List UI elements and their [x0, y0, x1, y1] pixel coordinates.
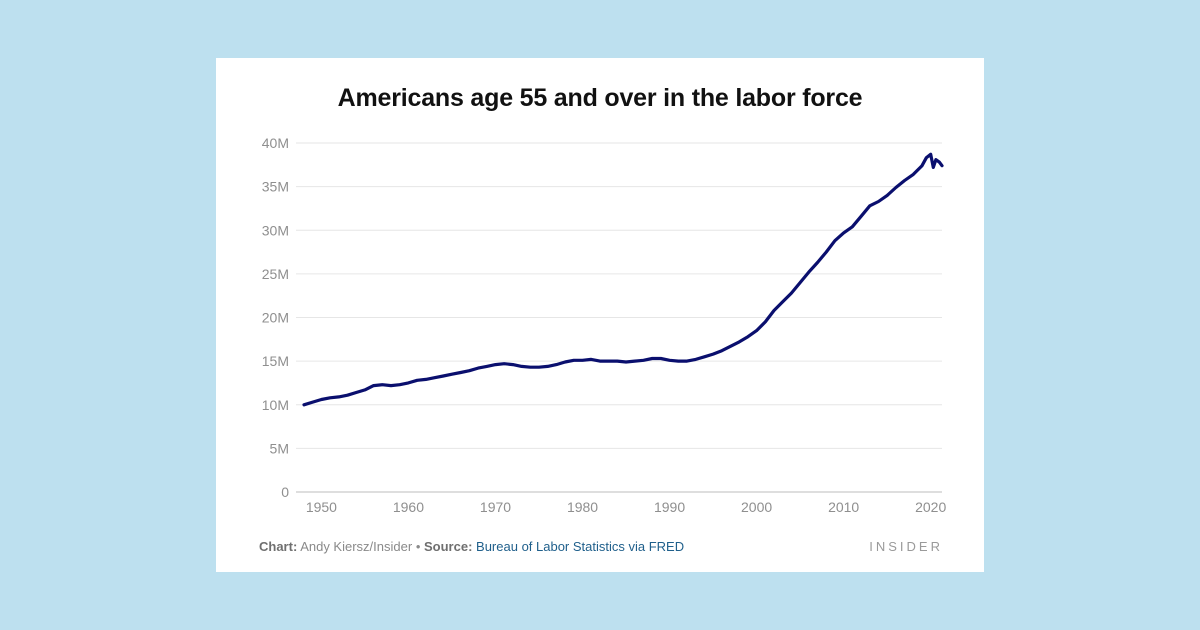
y-tick-label: 15M: [262, 353, 289, 369]
x-tick-label: 2000: [741, 499, 772, 515]
x-tick-label: 2020: [915, 499, 946, 515]
insider-logo: INSIDER: [869, 539, 943, 554]
y-tick-label: 0: [281, 484, 289, 500]
x-tick-label: 1960: [393, 499, 424, 515]
x-tick-label: 1970: [480, 499, 511, 515]
chart-label: Chart:: [259, 539, 298, 554]
y-tick-labels: 0 5M 10M 15M 20M 25M 30M 35M 40M: [262, 135, 289, 500]
y-tick-label: 40M: [262, 135, 289, 151]
gridlines: [296, 142, 942, 449]
chart-card: Americans age 55 and over in the labor f…: [216, 58, 984, 572]
y-tick-label: 5M: [270, 440, 289, 456]
x-tick-label: 2010: [828, 499, 859, 515]
chart-title: Americans age 55 and over in the labor f…: [337, 84, 863, 112]
x-tick-label: 1950: [306, 499, 337, 515]
y-tick-label: 35M: [262, 179, 289, 195]
y-tick-label: 20M: [262, 310, 289, 326]
y-tick-label: 25M: [262, 266, 289, 282]
x-tick-label: 1980: [567, 499, 598, 515]
credit-bullet: •: [415, 539, 421, 554]
y-tick-label: 10M: [262, 397, 289, 413]
series-line: [302, 152, 944, 407]
chart-credit: Chart: Andy Kiersz/Insider • Source: Bur…: [259, 539, 684, 554]
x-tick-labels: 1950 1960 1970 1980 1990 2000 2010 2020: [306, 499, 947, 515]
source-link[interactable]: Bureau of Labor Statistics via FRED: [476, 539, 685, 554]
source-label: Source:: [424, 539, 473, 554]
x-tick-label: 1990: [654, 499, 685, 515]
line-chart: 0 5M 10M 15M 20M 25M 30M 35M 40M 1950 1960 1970 198…: [262, 135, 947, 515]
y-tick-label: 30M: [262, 222, 289, 238]
chart-author: Andy Kiersz/Insider: [300, 539, 413, 554]
